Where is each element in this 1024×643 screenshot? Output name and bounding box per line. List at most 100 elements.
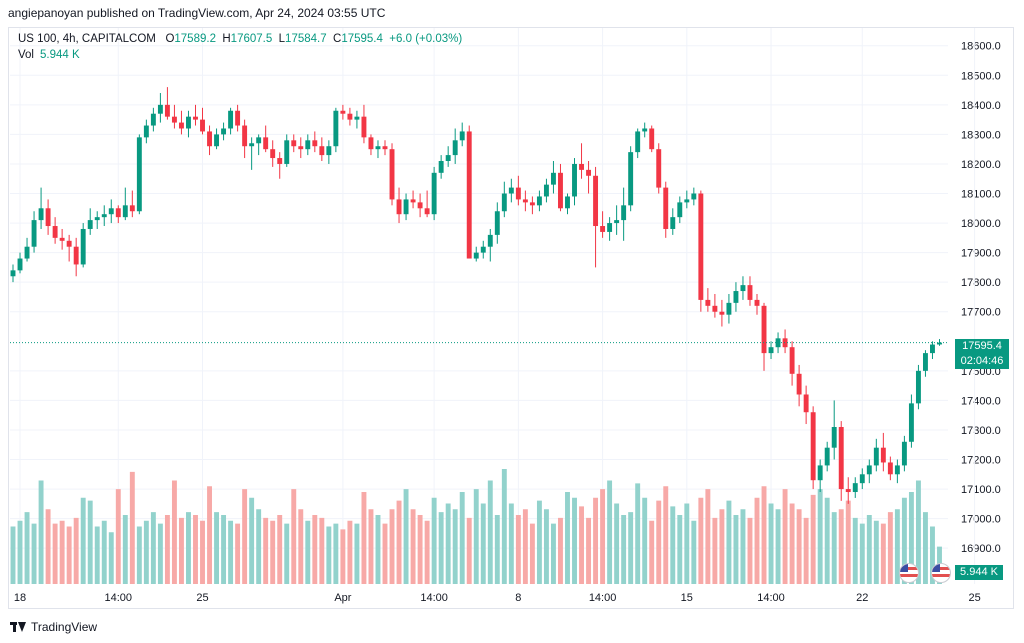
candle-body: [122, 205, 128, 218]
volume-bar: [270, 520, 276, 584]
candle-body: [550, 172, 556, 185]
x-tick-label: 14:00: [105, 592, 133, 604]
volume-bar: [558, 517, 563, 584]
volume-bar: [291, 489, 297, 584]
volume-bar: [873, 520, 879, 584]
volume-bar: [38, 480, 44, 584]
candle-body: [396, 199, 402, 215]
candle-body: [600, 226, 606, 232]
volume-bar: [164, 515, 170, 584]
volume-bar: [157, 523, 163, 584]
candle-body: [691, 193, 697, 200]
candle-body: [115, 208, 121, 218]
volume-bar: [930, 526, 935, 584]
candle-body: [333, 110, 339, 147]
volume-bar: [214, 512, 220, 584]
volume-bar: [333, 523, 339, 584]
low-value: 17584.7: [285, 33, 327, 45]
volume-bar: [431, 497, 437, 584]
candle-body: [649, 128, 655, 150]
us-flag-event-icon[interactable]: [899, 563, 919, 583]
volume-bar: [565, 492, 570, 584]
volume-bar: [754, 497, 760, 584]
volume-bar: [761, 486, 767, 584]
candle-body: [670, 217, 676, 229]
candle-body: [263, 137, 269, 150]
volume-value: 5.944 K: [40, 49, 80, 61]
candle-body: [705, 299, 711, 306]
volume-bar: [242, 489, 248, 584]
x-tick-label: 15: [681, 592, 693, 604]
volume-bar: [319, 517, 325, 584]
volume-bar: [101, 520, 107, 584]
volume-bar: [782, 489, 788, 584]
y-tick-label: 17100.0: [961, 484, 1001, 496]
volume-bar: [789, 503, 795, 584]
y-tick-label: 17700.0: [961, 307, 1001, 319]
candle-body: [284, 140, 290, 164]
candle-body: [838, 427, 844, 490]
volume-bar: [628, 512, 634, 584]
candle-body: [859, 474, 865, 484]
candle-body: [915, 370, 921, 404]
candle-body: [277, 158, 283, 164]
candle-body: [157, 104, 163, 114]
volume-bar: [10, 526, 16, 584]
x-tick-label: 22: [856, 592, 868, 604]
candle-body: [768, 347, 774, 354]
candle-body: [473, 252, 479, 259]
candle-body: [438, 161, 444, 173]
volume-legend: Vol 5.944 K: [18, 49, 80, 61]
volume-bar: [382, 523, 388, 584]
volume-bar: [796, 509, 802, 584]
candle-body: [94, 217, 100, 221]
volume-bar: [543, 509, 549, 584]
candle-body: [543, 184, 549, 197]
volume-bar: [866, 515, 872, 584]
candle-body: [536, 196, 542, 206]
candle-body: [747, 285, 753, 300]
candle-body: [803, 394, 809, 413]
y-tick-label: 18100.0: [961, 189, 1001, 201]
volume-bar: [649, 520, 655, 584]
volume-bar: [831, 512, 837, 584]
y-tick-label: 17300.0: [961, 425, 1001, 437]
open-value: 17589.2: [174, 33, 216, 45]
volume-bar: [24, 512, 30, 584]
volume-bar: [347, 520, 353, 584]
candle-body: [796, 373, 802, 395]
candle-body: [417, 202, 423, 209]
candle-body: [866, 465, 872, 475]
high-value: 17607.5: [230, 33, 273, 45]
candle-body: [515, 187, 521, 200]
x-tick-label: 25: [968, 592, 980, 604]
volume-bar: [375, 515, 381, 584]
candle-body: [663, 187, 669, 229]
x-tick-label: Apr: [334, 592, 351, 604]
volume-bar: [45, 509, 51, 584]
footer-brand-label: TradingView: [31, 620, 98, 634]
candle-body: [17, 258, 23, 271]
candle-body: [382, 146, 388, 150]
volume-bar: [922, 512, 928, 584]
volume-bar: [361, 492, 367, 584]
chart-frame: [8, 27, 1014, 609]
volume-bar: [200, 520, 205, 584]
volume-bar: [256, 509, 262, 584]
volume-bar: [838, 509, 844, 584]
volume-bar: [586, 517, 592, 584]
y-tick-label: 18200.0: [961, 159, 1001, 171]
candle-body: [164, 104, 170, 117]
us-flag-event-icon-2[interactable]: [931, 563, 951, 583]
publisher-line: angiepanoyan published on TradingView.co…: [8, 6, 386, 20]
volume-bar: [31, 523, 37, 584]
volume-bar: [122, 515, 128, 584]
volume-bar: [459, 492, 465, 584]
volume-bar: [508, 503, 514, 584]
volume-bar: [705, 489, 711, 584]
candle-body: [614, 220, 620, 224]
volume-bar: [894, 509, 900, 584]
volume-bar: [824, 497, 830, 584]
y-tick-label: 18400.0: [961, 100, 1001, 112]
